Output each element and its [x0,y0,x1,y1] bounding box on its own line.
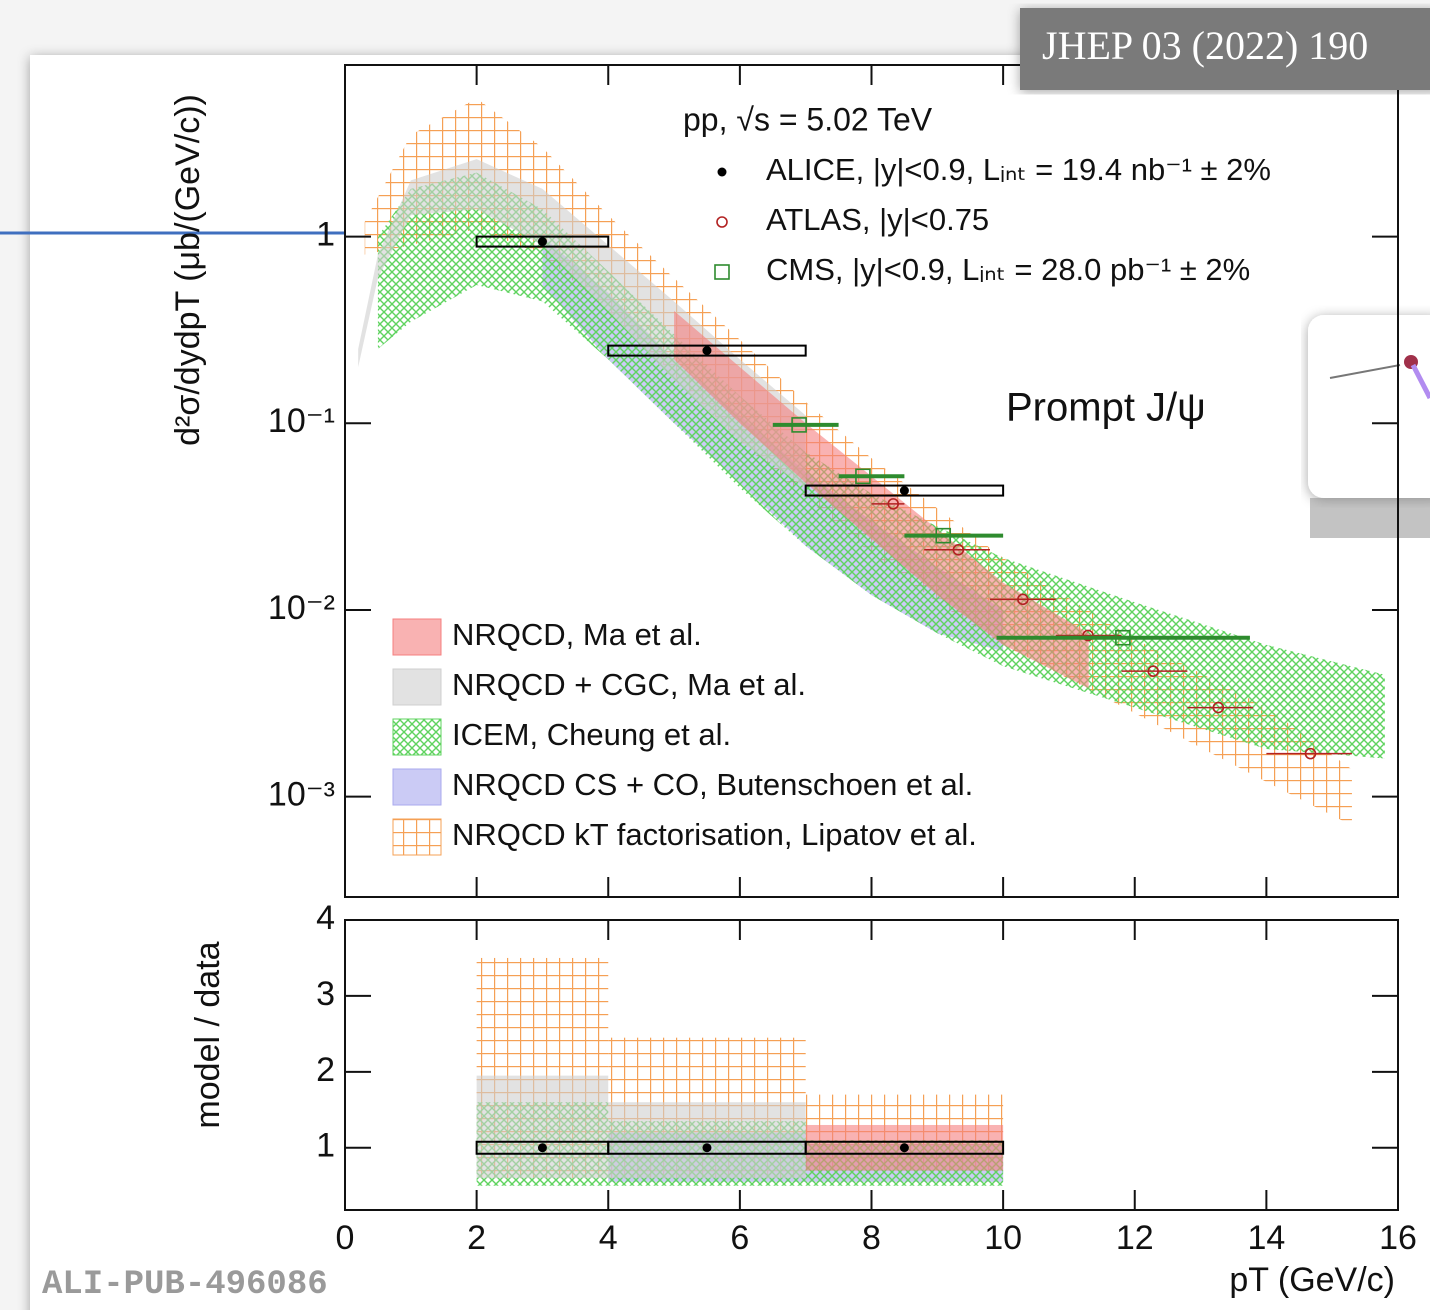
y-tick-label: 10⁻¹ [268,402,335,440]
journal-ref: JHEP 03 (2022) 190 [1042,23,1368,68]
x-tick-label: 14 [1247,1219,1285,1257]
y-tick-label: 2 [316,1051,335,1089]
legend-label: ICEM, Cheung et al. [452,717,731,752]
point [1115,629,1131,646]
x-axis-label: pT (GeV/c) [1229,1261,1395,1299]
point [1304,747,1317,760]
ratio-band [476,1075,609,1179]
point [899,1143,909,1153]
point [1017,593,1029,606]
point [702,346,712,356]
x-tick-label: 2 [467,1219,486,1257]
point [1212,701,1225,714]
journal-banner [1020,8,1430,90]
y-tick-label: 10⁻³ [268,776,335,814]
legend-swatch [392,768,442,806]
point [702,1143,712,1153]
x-tick-label: 12 [1116,1219,1154,1257]
data-layer [358,98,1385,826]
point [855,468,871,485]
y-tick-label: 4 [316,899,335,937]
y-tick-label: 1 [316,1127,335,1165]
point [952,543,965,556]
point [1082,629,1094,642]
y-tick-label: 1 [316,216,335,254]
legend-label: ATLAS, |y|<0.75 [766,202,989,237]
annotation: Prompt J/ψ [1006,386,1206,430]
legend-label: CMS, |y|<0.9, Lᵢₙₜ = 28.0 pb⁻¹ ± 2% [766,252,1250,287]
legend-swatch [392,818,442,856]
x-tick-label: 8 [862,1219,881,1257]
syst-box [804,1140,1005,1155]
legend-label: ALICE, |y|<0.9, Lᵢₙₜ = 19.4 nb⁻¹ ± 2% [766,152,1271,187]
legend-marker [716,216,728,228]
legend-swatch [392,668,442,706]
ratio-band [608,1102,806,1179]
axes-frame [344,64,1399,898]
axes-frame [344,919,1399,1211]
model-band [674,310,1089,689]
legend-label: NRQCD, Ma et al. [452,617,702,652]
legend-swatch [392,618,442,656]
point [1147,665,1159,677]
x-tick-label: 6 [730,1219,749,1257]
pub-id: ALI-PUB-496086 [42,1266,328,1304]
legend-label: NRQCD + CGC, Ma et al. [452,667,806,702]
point [537,1143,547,1153]
legend-label: NRQCD kT factorisation, Lipatov et al. [452,817,977,852]
point [791,417,807,433]
x-tick-label: 0 [336,1219,355,1257]
syst-box [607,344,807,357]
syst-box [475,235,610,248]
popup [1308,315,1430,538]
y-axis-label: model / data [189,941,227,1128]
point [887,498,900,510]
point [537,237,547,247]
point [899,486,909,496]
x-tick-label: 4 [599,1219,618,1257]
x-tick-label: 10 [984,1219,1022,1257]
y-tick-label: 10⁻² [268,589,335,627]
syst-box [804,484,1005,497]
plot-area: ALICE, |y|<0.9, Lᵢₙₜ = 19.4 nb⁻¹ ± 2% ATL… [169,64,1417,1299]
legend-label: NRQCD CS + CO, Butenschoen et al. [452,767,973,802]
y-axis-label: d²σ/dydpT (μb/(GeV/c)) [169,94,207,446]
legend-marker [717,167,727,177]
model-band [358,159,806,489]
point [935,527,952,544]
legend-marker [714,264,730,280]
legend-swatch [392,718,442,756]
x-tick-label: 16 [1379,1219,1417,1257]
y-tick-label: 3 [316,975,335,1013]
subtitle: pp, √s = 5.02 TeV [683,101,933,137]
